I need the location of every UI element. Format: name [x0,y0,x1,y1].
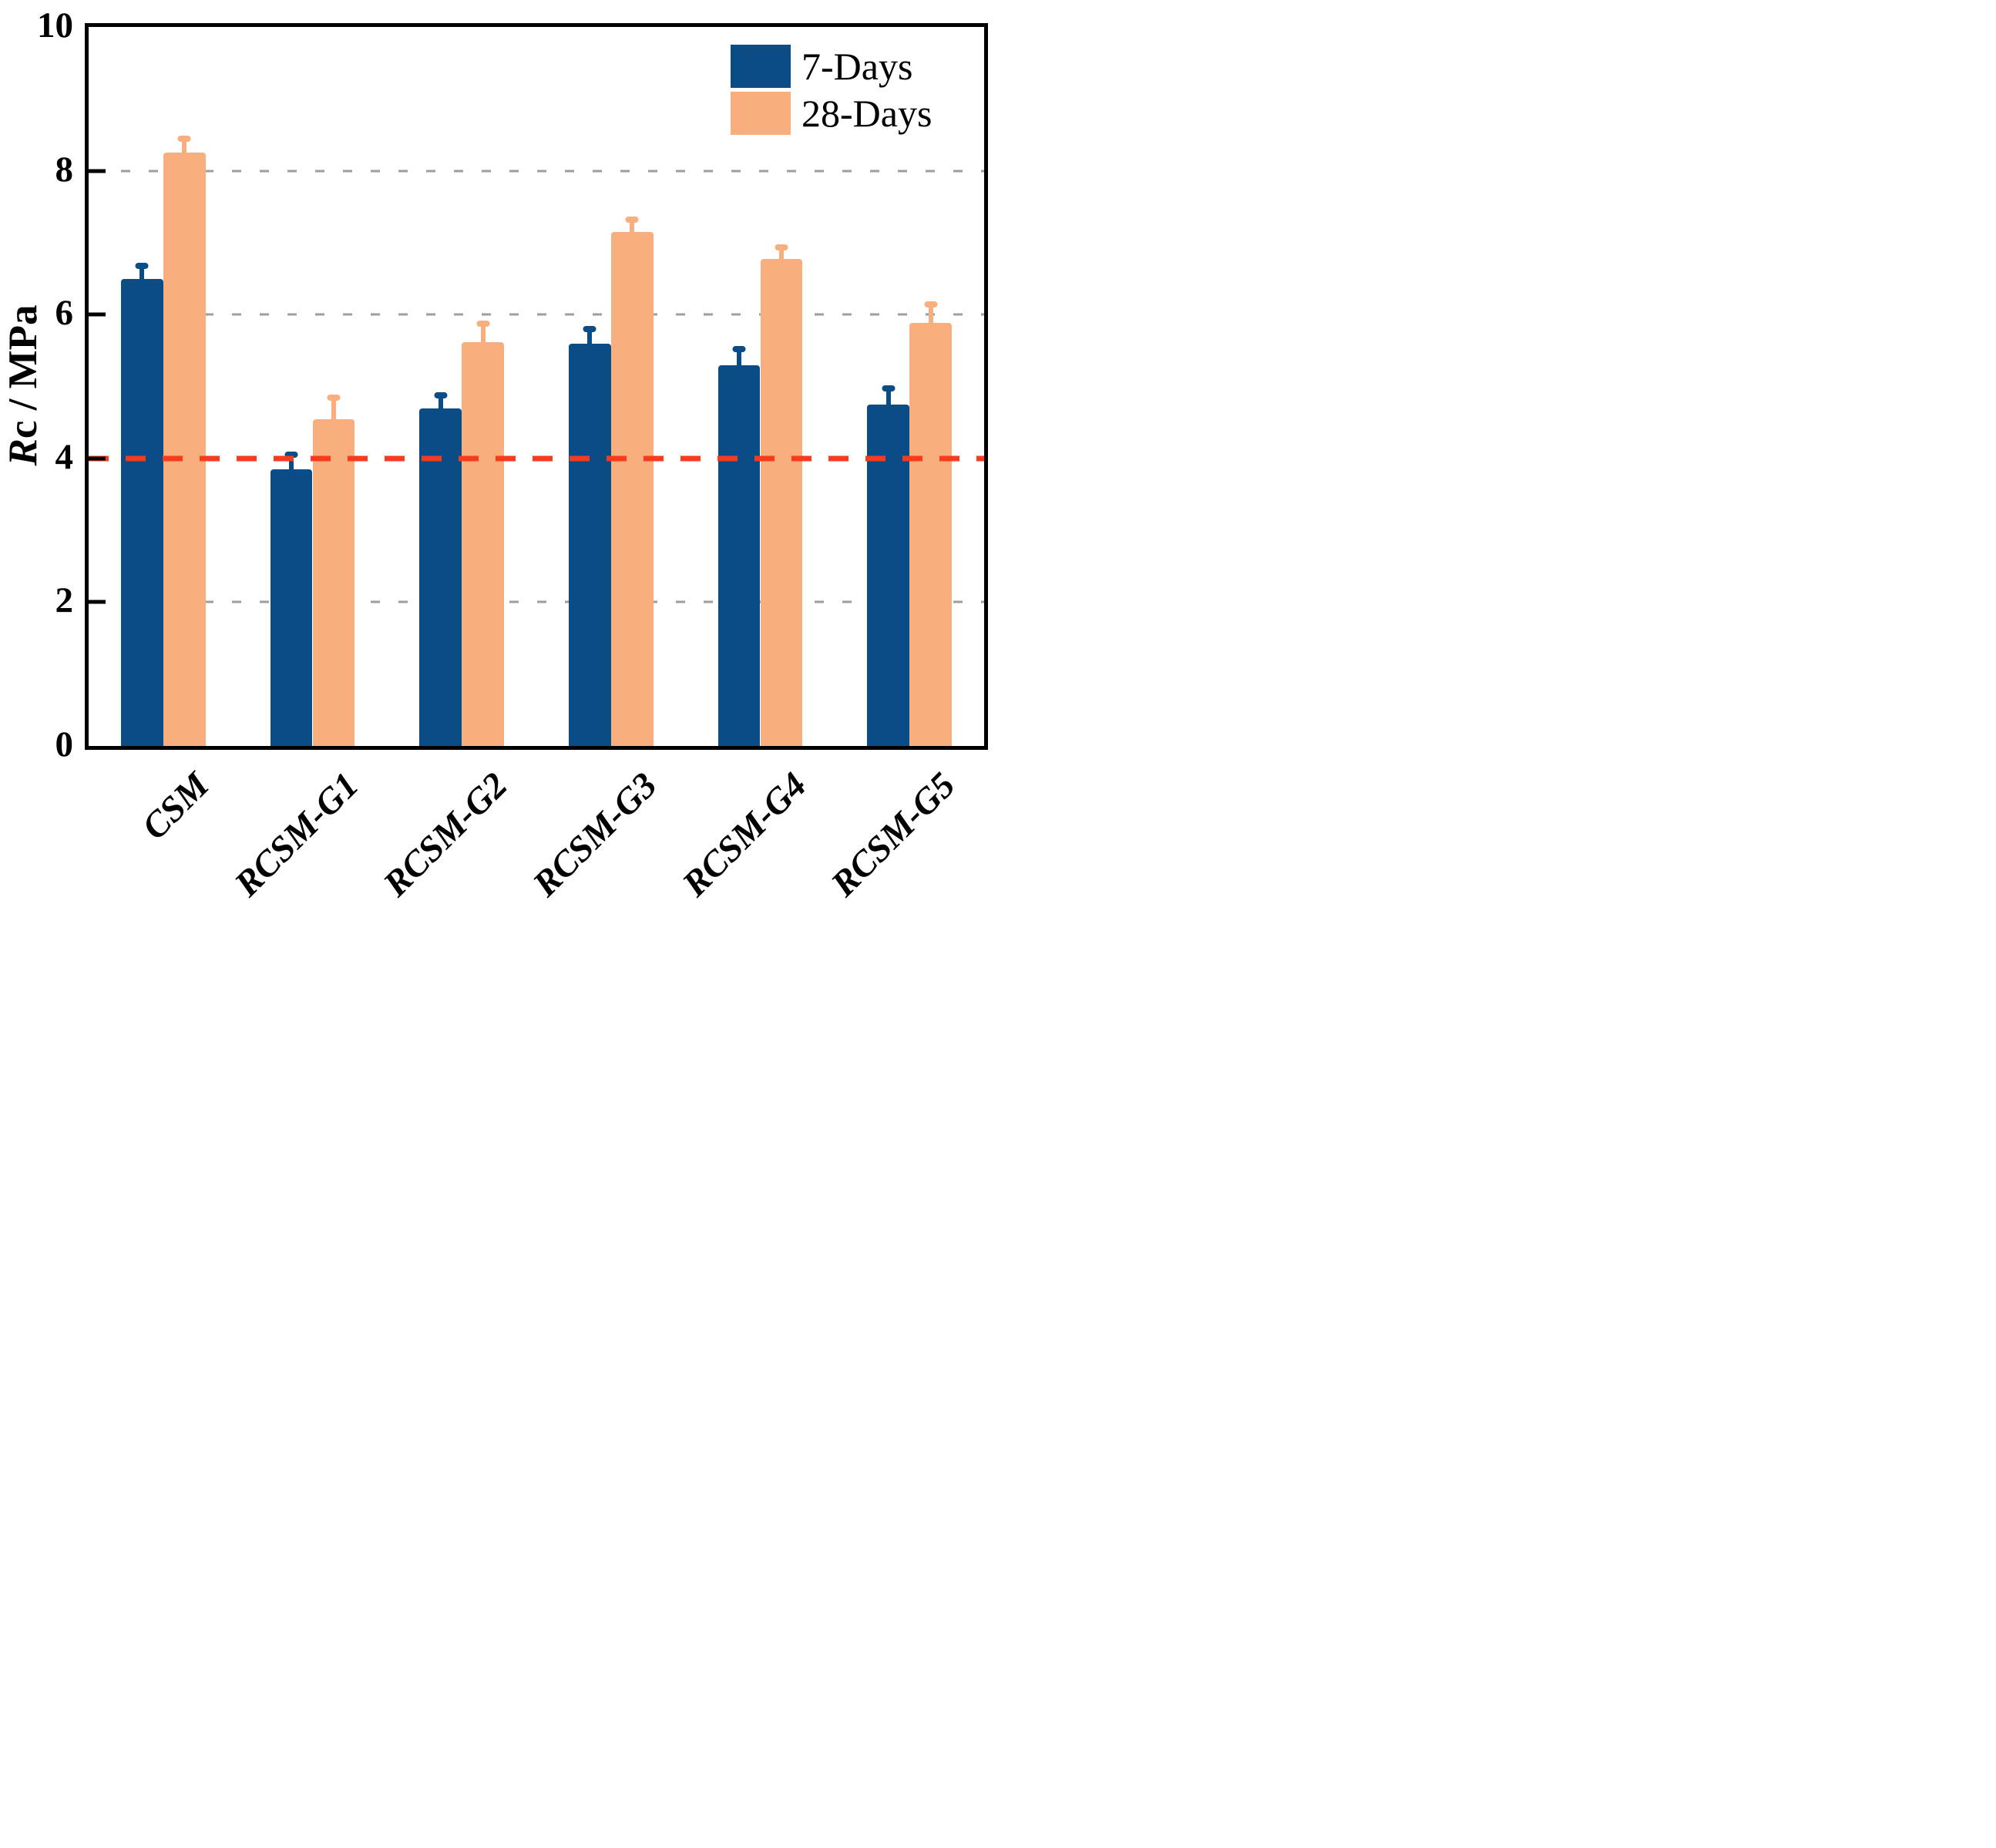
error-bar-stem [737,349,742,365]
bar-7-days-csm [120,278,163,746]
y-tick-mark-4 [89,456,106,461]
y-axis-title-rest: c / MPa [1,304,45,439]
error-bar-cap [434,391,448,398]
legend: 7-Days 28-Days [731,45,932,139]
bar-28-days-csm [163,153,206,746]
error-bar-cap [583,325,596,332]
y-tick-label-8: 8 [55,149,74,190]
x-tick-label-rcsm-g1: RCSM-G1 [227,764,366,905]
reference-line-4mpa [89,455,984,462]
bar-chart-figure: Rc / MPa 0 2 4 6 8 10 CSM RCSM-G1 RCSM-G2 RCSM-G… [0,0,998,924]
x-tick-label-rcsm-g4: RCSM-G4 [674,764,814,905]
gridline-y6 [93,313,984,316]
bar-7-days-rcsm-g4 [717,365,761,746]
bar-28-days-rcsm-g5 [909,323,953,746]
plot-box [85,23,988,750]
x-tick-label-rcsm-g2: RCSM-G2 [375,764,516,905]
error-bar-cap [732,345,746,352]
x-tick-label-rcsm-g3: RCSM-G3 [525,764,665,905]
plot-area [89,27,984,746]
error-bar-cap [882,385,896,392]
y-axis-title: Rc / MPa [0,304,46,465]
legend-row-7days: 7-Days [731,45,932,88]
error-bar-stem [139,265,145,279]
error-bar-cap [476,321,490,328]
bar-28-days-rcsm-g1 [312,418,355,746]
y-axis-title-italic-part: R [1,438,45,466]
error-bar-stem [480,324,486,342]
error-bar-stem [928,304,933,324]
x-tick-label-csm: CSM [134,764,217,848]
bar-7-days-rcsm-g2 [419,408,462,746]
bar-28-days-rcsm-g3 [610,231,654,746]
legend-row-28days: 28-Days [731,92,932,135]
y-tick-label-10: 10 [37,5,73,45]
y-tick-mark-2 [89,600,106,604]
error-bar-cap [284,452,298,459]
bar-7-days-rcsm-g3 [568,343,611,746]
bar-7-days-rcsm-g1 [270,469,313,746]
error-bar-stem [630,220,635,232]
error-bar-cap [625,217,639,223]
error-bar-cap [135,262,149,269]
legend-swatch-28days [731,92,791,135]
error-bar-cap [924,301,938,308]
legend-swatch-7days [731,45,791,88]
error-bar-stem [289,455,294,469]
x-tick-label-rcsm-g5: RCSM-G5 [823,764,963,905]
error-bar-cap [775,244,788,251]
legend-label-7days: 7-Days [801,45,913,88]
bar-28-days-rcsm-g4 [760,259,803,746]
error-bar-stem [438,395,443,408]
error-bar-stem [778,247,784,260]
legend-label-28days: 28-Days [801,92,932,135]
y-tick-mark-6 [89,312,106,317]
y-tick-label-2: 2 [55,580,74,621]
error-bar-stem [331,397,336,419]
y-tick-label-4: 4 [55,436,74,477]
error-bar-stem [182,138,187,153]
bar-28-days-rcsm-g2 [462,341,505,746]
y-tick-label-0: 0 [55,724,74,764]
error-bar-cap [327,394,341,401]
y-tick-mark-8 [89,169,106,173]
gridline-y2 [93,600,984,603]
bar-7-days-rcsm-g5 [867,404,910,746]
gridline-y8 [93,170,984,173]
error-bar-cap [177,135,191,142]
error-bar-stem [885,388,891,405]
error-bar-stem [587,328,593,344]
y-tick-label-6: 6 [55,293,74,334]
